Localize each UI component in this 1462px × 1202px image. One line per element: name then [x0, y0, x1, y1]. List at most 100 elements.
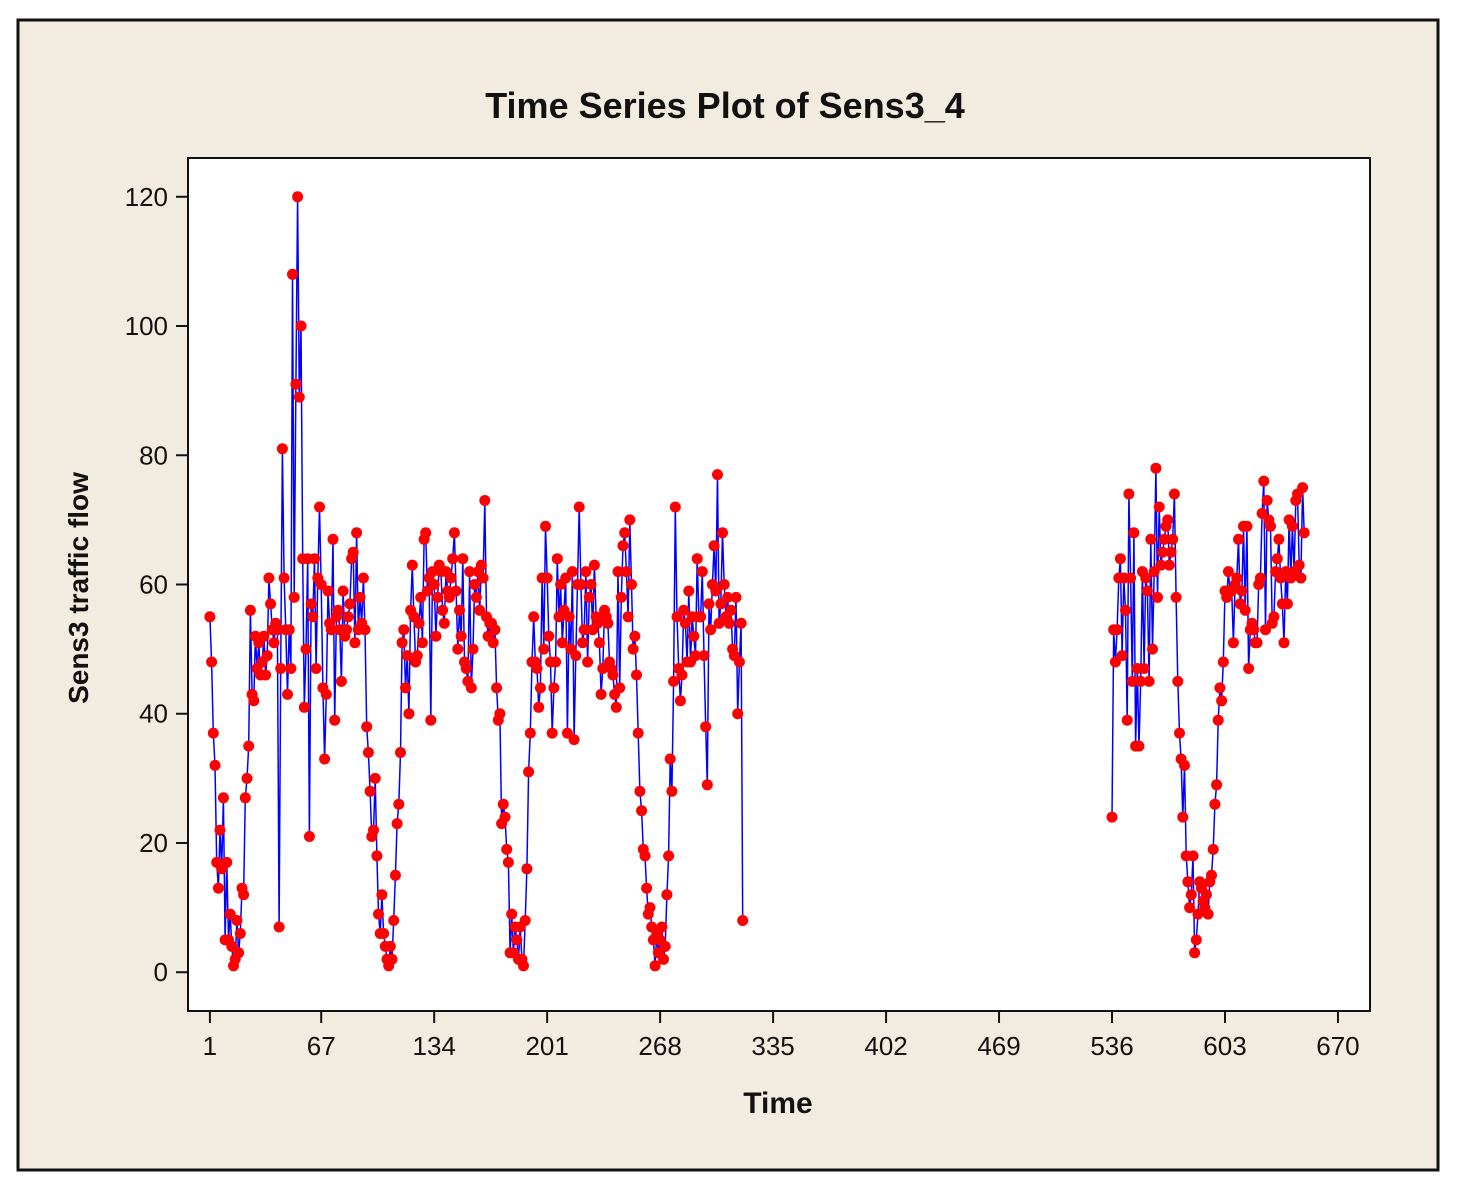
data-point [1231, 572, 1243, 584]
data-point [664, 753, 676, 765]
data-point [1165, 546, 1177, 558]
axes: 1 67 134 201 268 335 402 469 536 603 670 0 20 40 60 80 1… [125, 182, 1360, 1061]
data-point [398, 624, 410, 636]
data-point [368, 824, 379, 836]
x-tick-label: 402 [864, 1031, 907, 1061]
data-point [583, 591, 595, 603]
data-point [411, 650, 423, 662]
data-point [669, 501, 681, 513]
y-tick-label: 100 [125, 311, 168, 341]
data-point [679, 617, 691, 629]
data-point [717, 527, 728, 539]
data-point [209, 759, 221, 771]
data-point [1158, 533, 1170, 545]
data-point [636, 805, 648, 817]
data-point [639, 850, 651, 862]
data-point [732, 708, 744, 720]
data-point [1281, 598, 1293, 610]
data-point [1207, 843, 1219, 855]
data-point [445, 572, 457, 584]
data-point [285, 663, 297, 674]
data-point [1126, 675, 1138, 687]
data-point [1106, 811, 1118, 823]
data-point [602, 617, 614, 629]
data-point [234, 928, 246, 939]
data-point [578, 624, 590, 636]
data-point [364, 785, 376, 797]
data-point [430, 630, 442, 642]
data-point [341, 624, 352, 636]
data-point [450, 585, 462, 597]
chart-title: Time Series Plot of Sens3_4 [485, 85, 965, 126]
data-point [395, 747, 406, 758]
data-point [260, 669, 272, 681]
data-point [261, 650, 273, 662]
data-point [626, 579, 637, 590]
data-point [543, 630, 555, 642]
data-point [314, 501, 325, 513]
data-point [244, 604, 256, 616]
data-point [570, 650, 582, 662]
data-point [619, 527, 631, 539]
data-point [416, 637, 428, 649]
data-point [396, 637, 408, 649]
data-point [519, 915, 531, 926]
data-point [730, 591, 742, 603]
data-point [723, 617, 735, 629]
data-point [568, 734, 580, 746]
data-point [656, 921, 668, 933]
data-point [303, 831, 315, 842]
data-point [474, 604, 486, 616]
data-point [376, 889, 388, 901]
data-point [452, 643, 464, 655]
data-point [696, 566, 708, 578]
data-point [1243, 663, 1255, 674]
data-point [1145, 533, 1157, 545]
data-point [477, 572, 489, 584]
data-point [1185, 889, 1197, 901]
data-point [386, 953, 398, 965]
data-point [678, 604, 690, 616]
data-point [258, 630, 270, 642]
data-point [378, 928, 390, 939]
data-point [448, 527, 460, 539]
data-point [521, 863, 533, 875]
data-point [566, 566, 578, 578]
data-point [737, 915, 749, 926]
data-point [437, 604, 449, 616]
data-point [1261, 495, 1273, 506]
data-point [1268, 611, 1280, 623]
data-point [629, 630, 641, 642]
data-point [479, 495, 491, 506]
data-point [300, 643, 312, 655]
data-point [551, 553, 563, 565]
data-point [389, 869, 401, 881]
data-point [491, 682, 503, 694]
data-point [1125, 572, 1137, 584]
data-point [1212, 714, 1224, 726]
data-point [293, 391, 305, 403]
data-point [460, 663, 472, 674]
data-point [1286, 520, 1298, 532]
data-point [357, 572, 369, 584]
data-point [273, 921, 285, 933]
data-point [1209, 798, 1221, 810]
data-point [283, 624, 295, 636]
data-point [1172, 675, 1184, 687]
data-point [1239, 604, 1251, 616]
data-point [634, 785, 646, 797]
data-point [577, 637, 589, 649]
data-point [1147, 643, 1158, 655]
data-point [221, 856, 233, 868]
data-point [335, 675, 347, 687]
data-point [710, 585, 722, 597]
data-point [265, 598, 277, 610]
data-point [1155, 559, 1167, 571]
data-point [1133, 740, 1145, 752]
data-point [497, 798, 509, 810]
x-tick-label: 67 [307, 1031, 336, 1061]
data-point [212, 882, 224, 894]
y-tick-label: 120 [125, 182, 168, 212]
x-tick-label: 335 [751, 1031, 794, 1061]
data-point [207, 727, 219, 739]
